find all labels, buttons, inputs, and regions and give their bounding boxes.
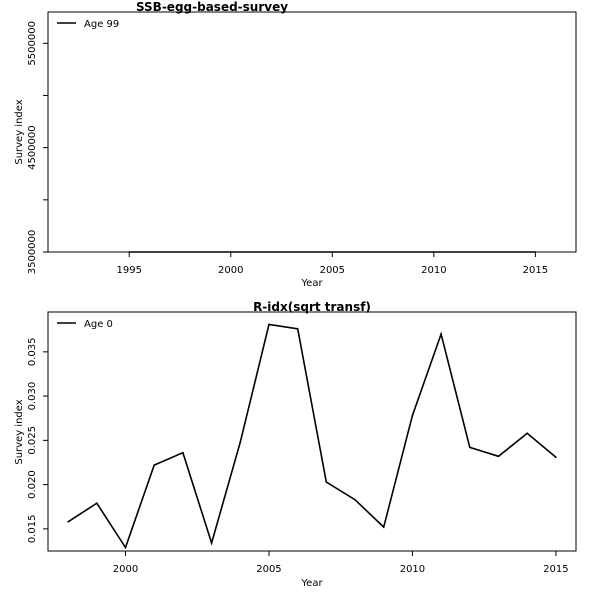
data-point (382, 526, 385, 528)
x-tick-label: 2010 (400, 564, 425, 575)
x-tick-label: 2005 (320, 265, 345, 276)
data-point (296, 328, 299, 330)
x-axis-ticks: 1995 2000 2005 2010 2015 (117, 252, 548, 276)
x-axis-label: Year (300, 578, 323, 589)
series-lines (128, 251, 537, 253)
x-tick-label: 2010 (421, 265, 446, 276)
y-tick-label: 0.035 (27, 338, 38, 367)
data-point (469, 446, 471, 449)
data-point (239, 441, 242, 443)
data-point (124, 546, 127, 549)
x-tick-label: 1995 (117, 265, 142, 276)
x-tick-label: 2005 (256, 564, 281, 575)
series-lines (67, 323, 557, 550)
x-axis-label: Year (300, 278, 323, 289)
y-tick-label: 0.025 (27, 426, 38, 455)
x-tick-label: 2015 (523, 265, 548, 276)
plot-frame (47, 311, 577, 552)
y-tick-label: 3500000 (27, 230, 38, 275)
data-point (534, 251, 537, 253)
y-tick-label: 0.020 (27, 470, 38, 499)
y-tick-label: 0.030 (27, 382, 38, 411)
r-idx-panel: R-idx(sqrt transf) Year Survey index 200… (14, 300, 577, 589)
legend-entry: Age 0 (84, 319, 113, 330)
plot-frame (47, 11, 577, 253)
y-tick-label: 5500000 (27, 21, 38, 66)
legend: Age 0 (57, 319, 113, 330)
chart-title: SSB-egg-based-survey (136, 0, 288, 14)
data-point (354, 498, 356, 501)
data-point (96, 502, 98, 505)
x-tick-label: 2000 (218, 265, 243, 276)
chart-title: R-idx(sqrt transf) (253, 300, 371, 314)
data-point (128, 251, 130, 253)
data-point (325, 481, 328, 483)
data-point (67, 521, 69, 523)
data-point (555, 456, 557, 459)
legend-entry: Age 99 (84, 19, 119, 30)
y-axis-ticks: 0.015 0.020 0.025 0.030 0.035 (27, 338, 48, 544)
legend: Age 99 (57, 19, 119, 30)
y-tick-label: 0.015 (27, 515, 38, 544)
x-axis-ticks: 2000 2005 2010 2015 (113, 551, 569, 575)
data-point (497, 455, 500, 458)
data-point (153, 464, 155, 466)
y-axis-label: Survey index (14, 399, 25, 464)
y-axis-ticks: 3500000 4500000 5500000 (27, 21, 48, 274)
data-point (440, 333, 442, 335)
x-tick-label: 2015 (543, 564, 568, 575)
data-point (182, 451, 184, 454)
data-point (210, 542, 213, 544)
ssb-egg-survey-panel: SSB-egg-based-survey Year Survey index 1… (14, 0, 577, 289)
data-point (526, 432, 528, 435)
y-tick-label: 4500000 (27, 125, 38, 170)
data-point (268, 323, 270, 326)
x-tick-label: 2000 (113, 564, 138, 575)
y-axis-label: Survey index (14, 99, 25, 164)
data-point (411, 414, 414, 417)
series-line (67, 323, 557, 550)
